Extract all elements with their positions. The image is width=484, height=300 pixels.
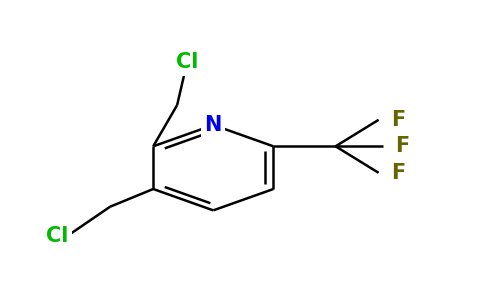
Text: F: F [391,110,405,130]
Text: F: F [391,163,405,183]
Text: F: F [395,136,409,156]
Text: Cl: Cl [46,226,69,246]
Text: Cl: Cl [176,52,198,72]
Text: N: N [205,115,222,135]
